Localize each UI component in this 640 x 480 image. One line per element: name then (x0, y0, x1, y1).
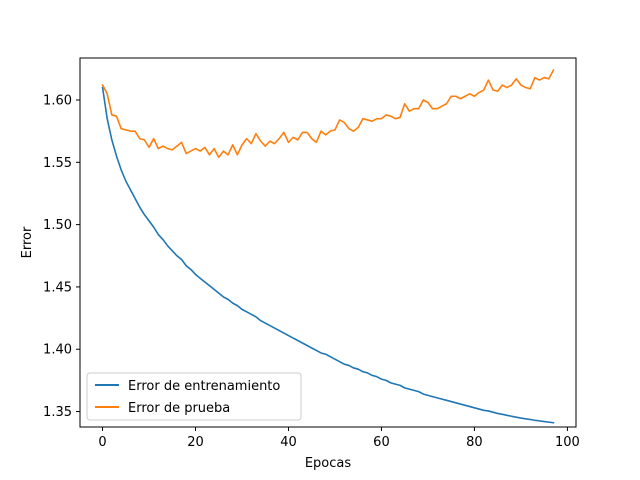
x-tick: 60 (373, 427, 390, 450)
y-tick: 1.45 (43, 280, 80, 295)
axes-frame (79, 57, 577, 428)
y-tick: 1.60 (43, 93, 80, 108)
x-tick: 20 (187, 427, 204, 450)
x-tick: 40 (280, 427, 297, 450)
y-tick: 1.50 (43, 218, 80, 233)
y-axis-label: Error (20, 226, 35, 258)
series-line-test (101, 69, 555, 159)
x-tick-label: 40 (280, 435, 297, 450)
x-tick: 0 (98, 427, 107, 450)
y-tick-label: 1.40 (43, 343, 72, 358)
y-tick-label: 1.35 (43, 405, 72, 420)
x-tick-label: 0 (98, 435, 106, 450)
x-tick-label: 100 (555, 435, 580, 450)
legend-label-test: Error de prueba (128, 401, 230, 416)
y-tick-label: 1.60 (43, 93, 72, 108)
y-tick-label: 1.45 (43, 280, 72, 295)
x-tick-label: 60 (373, 435, 390, 450)
y-tick: 1.40 (43, 343, 80, 358)
x-tick-label: 20 (187, 435, 204, 450)
legend-box (86, 372, 302, 421)
x-tick: 100 (555, 427, 580, 450)
series-line-train (101, 86, 555, 424)
y-axis-ticks: 1.35 1.40 1.45 1.50 1.55 1.60 (43, 93, 80, 420)
y-tick-label: 1.50 (43, 218, 72, 233)
x-axis-label: Epocas (305, 456, 352, 471)
y-tick: 1.35 (43, 405, 80, 420)
plot-lines (101, 69, 555, 424)
legend: Error de entrenamiento Error de prueba (86, 372, 302, 421)
x-tick: 80 (466, 427, 483, 450)
y-tick: 1.55 (43, 156, 80, 171)
y-tick-label: 1.55 (43, 156, 72, 171)
legend-label-train: Error de entrenamiento (128, 379, 280, 394)
x-axis-ticks: 0 20 40 60 80 100 (98, 427, 580, 450)
x-tick-label: 80 (466, 435, 483, 450)
